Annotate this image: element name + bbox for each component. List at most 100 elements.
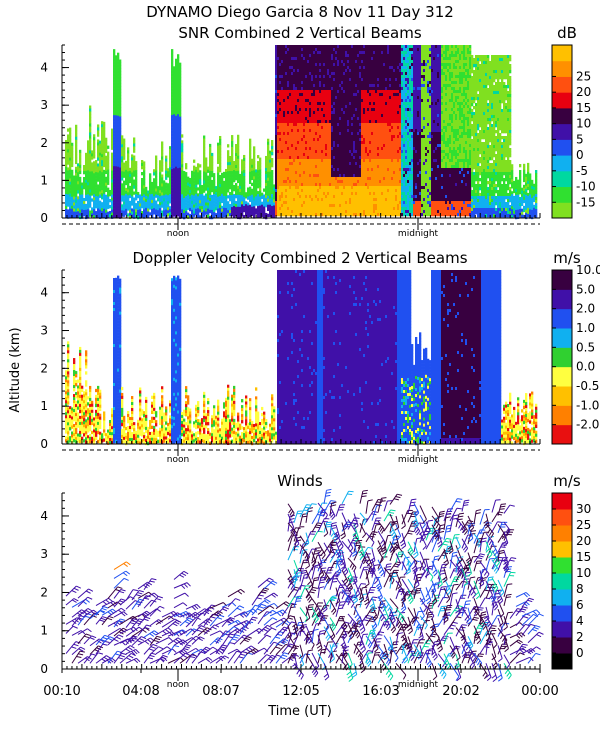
- snr-cell: [277, 141, 279, 144]
- snr-cell: [157, 204, 159, 207]
- snr-cell: [133, 182, 135, 185]
- snr-cell: [277, 153, 279, 156]
- snr-cell: [281, 174, 283, 177]
- snr-cell: [127, 147, 129, 150]
- snr-cell: [111, 198, 113, 201]
- snr-cell: [67, 158, 69, 161]
- snr-cell: [89, 165, 91, 168]
- snr-cell: [209, 201, 211, 204]
- snr-cell: [113, 163, 115, 166]
- snr-cell: [117, 56, 119, 59]
- snr-cell: [77, 178, 79, 181]
- snr-cell: [273, 184, 275, 187]
- snr-cell: [85, 156, 87, 159]
- snr-cell: [157, 189, 159, 192]
- snr-cell: [171, 67, 173, 70]
- snr-cell: [179, 162, 181, 165]
- snr-cell: [185, 184, 187, 187]
- snr-cell: [275, 126, 277, 129]
- snr-cell: [235, 150, 237, 153]
- snr-cell: [69, 149, 71, 152]
- snr-cell: [221, 188, 223, 191]
- snr-cell: [209, 195, 211, 198]
- snr-cell: [197, 169, 199, 172]
- snr-cell: [127, 189, 129, 192]
- snr-cell: [177, 174, 179, 177]
- snr-cell: [119, 108, 121, 111]
- snr-cell: [195, 182, 197, 185]
- snr-cell: [111, 135, 113, 138]
- snr-cell: [267, 199, 269, 202]
- snr-cell: [97, 124, 99, 127]
- snr-cell: [235, 204, 237, 207]
- snr-cell: [165, 159, 167, 162]
- snr-cell: [243, 194, 245, 197]
- snr-cell: [181, 173, 183, 176]
- snr-cell: [257, 191, 259, 194]
- snr-cell: [257, 185, 259, 188]
- snr-cell: [267, 187, 269, 190]
- snr-cell: [279, 63, 281, 66]
- snr-cell: [253, 206, 255, 209]
- snr-cell: [281, 135, 283, 138]
- snr-cell: [239, 189, 241, 192]
- snr-cell: [279, 144, 281, 147]
- snr-cell: [277, 96, 279, 99]
- snr-cell: [185, 178, 187, 181]
- snr-cell: [243, 155, 245, 158]
- snr-cell: [279, 48, 281, 51]
- snr-cell: [159, 190, 161, 193]
- snr-cell: [237, 186, 239, 189]
- snr-cell: [173, 135, 175, 138]
- snr-cell: [101, 205, 103, 208]
- snr-cell: [111, 177, 113, 180]
- snr-cell: [221, 194, 223, 197]
- snr-cell: [227, 174, 229, 177]
- snr-cell: [161, 180, 163, 183]
- snr-cell: [95, 193, 97, 196]
- snr-cell: [171, 190, 173, 193]
- snr-cell: [91, 168, 93, 171]
- snr-cell: [115, 145, 117, 148]
- snr-cell: [249, 157, 251, 160]
- snr-cell: [119, 213, 121, 216]
- snr-cell: [87, 194, 89, 197]
- snr-cell: [217, 167, 219, 170]
- snr-cell: [263, 206, 265, 209]
- snr-cell: [97, 145, 99, 148]
- snr-cell: [279, 87, 281, 90]
- snr-cell: [185, 193, 187, 196]
- snr-cell: [235, 207, 237, 210]
- snr-cell: [191, 207, 193, 210]
- snr-cell: [97, 154, 99, 157]
- snr-cell: [229, 168, 231, 171]
- snr-cell: [107, 158, 109, 161]
- snr-cell: [181, 170, 183, 173]
- snr-cell: [197, 214, 199, 217]
- snr-cell: [215, 207, 217, 210]
- snr-cell: [95, 187, 97, 190]
- snr-cell: [69, 173, 71, 176]
- snr-cell: [117, 167, 119, 170]
- snr-cell: [175, 212, 177, 215]
- snr-cell: [281, 84, 283, 87]
- snr-cell: [113, 106, 115, 109]
- snr-cell: [217, 191, 219, 194]
- snr-cell: [219, 154, 221, 157]
- snr-cell: [87, 197, 89, 200]
- snr-cell: [193, 214, 195, 217]
- snr-cell: [103, 197, 105, 200]
- snr-cell: [75, 143, 77, 146]
- snr-cell: [141, 166, 143, 169]
- snr-cell: [117, 173, 119, 176]
- snr-cell: [119, 177, 121, 180]
- snr-cell: [69, 146, 71, 149]
- snr-cell: [111, 189, 113, 192]
- snr-cell: [115, 73, 117, 76]
- snr-cell: [101, 208, 103, 211]
- snr-cell: [171, 184, 173, 187]
- snr-cell: [89, 129, 91, 132]
- snr-cell: [239, 186, 241, 189]
- snr-cell: [119, 126, 121, 129]
- snr-cell: [215, 204, 217, 207]
